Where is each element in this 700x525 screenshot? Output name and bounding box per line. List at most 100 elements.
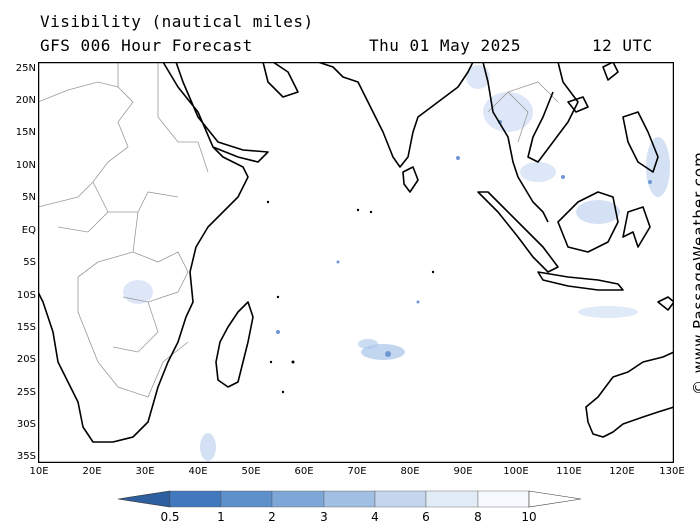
border-southern-africa <box>77 211 189 398</box>
vis-patch-timor <box>578 306 638 318</box>
low-visibility-patches <box>123 65 670 461</box>
lat-label-25n: 25N <box>15 63 36 74</box>
vis-spot-2 <box>456 156 460 160</box>
island-5 <box>369 210 373 214</box>
legend-bin-1 <box>169 490 222 508</box>
border-east-africa <box>112 251 189 353</box>
lon-label-130e: 130E <box>659 466 685 477</box>
lon-label-20e: 20E <box>82 466 102 477</box>
legend-bin-7 <box>477 490 530 508</box>
lat-label-20s: 20S <box>16 354 36 365</box>
lon-label-60e: 60E <box>294 466 314 477</box>
lat-label-10s: 10S <box>16 290 36 301</box>
vis-spot-7 <box>336 260 340 264</box>
taiwan <box>602 62 619 81</box>
vis-patch-bay <box>466 65 490 89</box>
java <box>537 271 624 291</box>
vis-patch-south-china-sea <box>520 162 556 182</box>
borneo <box>557 191 619 253</box>
arabia-gulf <box>262 62 299 98</box>
lon-label-30e: 30E <box>135 466 155 477</box>
legend-bin-4 <box>323 490 376 508</box>
vis-patch-borneo <box>576 200 620 224</box>
lon-label-110e: 110E <box>556 466 582 477</box>
legend-bin-2 <box>220 490 273 508</box>
lat-label-20n: 20N <box>15 95 36 106</box>
legend-label-4: 4 <box>371 510 379 524</box>
sri-lanka <box>402 166 419 193</box>
border-north-africa <box>117 62 209 173</box>
hainan <box>567 96 589 113</box>
lon-label-90e: 90E <box>453 466 473 477</box>
lon-label-80e: 80E <box>400 466 420 477</box>
lon-label-70e: 70E <box>347 466 367 477</box>
vis-spot-6 <box>276 330 280 334</box>
legend-colorbar <box>118 490 582 508</box>
legend-label-6: 6 <box>422 510 430 524</box>
island-6 <box>356 208 360 212</box>
lon-label-10e: 10E <box>29 466 49 477</box>
forecast-time: 12 UTC <box>592 36 653 55</box>
myanmar-malaya-coast <box>482 62 549 223</box>
legend-arrow-left <box>118 490 171 508</box>
legend-bin-6 <box>425 490 479 508</box>
lon-label-50e: 50E <box>241 466 261 477</box>
lat-label-eq: EQ <box>21 225 36 236</box>
island-1 <box>266 200 270 204</box>
map-frame <box>38 62 674 463</box>
lat-label-35s: 35S <box>16 451 36 462</box>
legend-label-3: 3 <box>320 510 328 524</box>
legend-arrow-right <box>528 490 582 508</box>
island-3 <box>291 360 295 364</box>
vietnam-coast <box>527 62 579 163</box>
lat-label-5s: 5S <box>23 257 36 268</box>
east-africa-coast <box>38 146 249 443</box>
vis-patch-indochina <box>483 92 533 132</box>
legend-label-8: 8 <box>474 510 482 524</box>
red-sea-coast <box>162 62 269 163</box>
india-coast <box>317 62 474 168</box>
sulawesi <box>622 206 651 248</box>
credit-text: © www.PassageWeather.com <box>690 151 700 395</box>
model-label: GFS 006 Hour Forecast <box>40 36 253 55</box>
island-2 <box>276 295 280 299</box>
vis-patch-philippines <box>646 137 670 197</box>
vis-spot-8 <box>416 300 420 304</box>
vis-spot-3 <box>561 175 565 179</box>
coastlines <box>38 62 674 443</box>
lon-label-40e: 40E <box>188 466 208 477</box>
lat-label-15n: 15N <box>15 127 36 138</box>
madagascar <box>215 301 254 388</box>
lat-label-5n: 5N <box>22 192 36 203</box>
legend-label-2: 2 <box>268 510 276 524</box>
legend-bin-5 <box>374 490 427 508</box>
border-central-africa <box>57 181 179 233</box>
island-8 <box>431 270 435 274</box>
sumatra <box>477 191 559 273</box>
lat-label-30s: 30S <box>16 419 36 430</box>
island-4 <box>269 360 273 364</box>
timor <box>657 296 674 311</box>
lat-label-10n: 10N <box>15 160 36 171</box>
visibility-map <box>38 62 674 463</box>
border-sahel <box>38 81 134 208</box>
australia-coast <box>585 351 674 438</box>
lat-label-25s: 25S <box>16 387 36 398</box>
forecast-date: Thu 01 May 2025 <box>369 36 521 55</box>
legend-label-0-5: 0.5 <box>160 510 180 524</box>
vis-spot-4 <box>648 180 652 184</box>
philippines <box>622 111 659 173</box>
vis-spot-1 <box>385 351 391 357</box>
legend-bin-3 <box>271 490 325 508</box>
legend-label-10: 10 <box>521 510 537 524</box>
legend-label-1: 1 <box>217 510 225 524</box>
chart-title: Visibility (nautical miles) <box>40 12 314 31</box>
lat-label-15s: 15S <box>16 322 36 333</box>
lon-label-100e: 100E <box>503 466 529 477</box>
vis-patch-africa <box>123 280 153 304</box>
small-islands <box>266 200 435 394</box>
map-background <box>38 62 674 463</box>
island-7 <box>281 390 285 394</box>
lon-label-120e: 120E <box>609 466 635 477</box>
vis-patch-south-ocean-2 <box>358 339 378 349</box>
